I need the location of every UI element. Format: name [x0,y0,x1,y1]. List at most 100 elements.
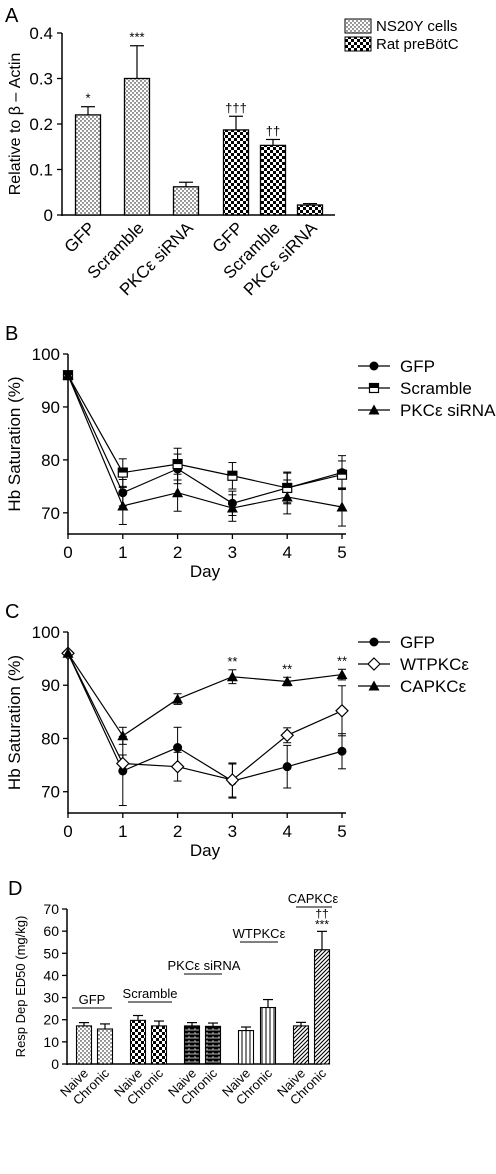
y-tick-label: 80 [41,729,60,748]
y-tick-label: 50 [43,945,59,961]
y-tick-label: 70 [41,504,60,523]
series-line [67,374,343,489]
data-point [282,762,292,772]
legend-marker [369,637,379,647]
y-tick-label: 70 [41,783,60,802]
bar [313,949,331,1065]
bar [75,1025,93,1065]
legend-swatch [344,36,372,52]
data-point [281,491,293,502]
data-point [172,693,184,704]
bar [150,1025,168,1065]
bar [74,114,102,216]
x-tick-label: 2 [173,822,182,841]
data-point [173,743,183,753]
x-tick-label: 4 [282,543,291,562]
y-axis-title: Hb Saturation (%) [5,376,24,511]
data-point [115,756,130,771]
x-tick-label: 5 [337,822,346,841]
legend-label: Rat preBötC [376,36,459,53]
data-point [226,502,238,513]
y-tick-label: 0.2 [29,115,53,134]
series-line [67,652,343,737]
data-point [117,500,129,511]
y-axis-title: Relative to β – Actin [7,53,24,196]
y-axis-title: Hb Saturation (%) [5,655,24,790]
panel-letter-c: C [5,601,19,623]
legend-label: GFP [400,357,435,376]
data-point-fill [118,468,128,473]
legend-label: PKCε siRNA [400,401,496,420]
data-point [336,501,348,512]
bar [222,129,250,216]
data-point [118,766,128,776]
legend-marker [368,680,380,691]
group-label: CAPKCε [288,891,339,906]
data-point-fill [282,483,292,488]
bar [237,1030,255,1065]
x-tick-label: 0 [63,822,72,841]
bar [292,1025,310,1065]
x-tick-label: 1 [118,822,127,841]
legend-label: WTPKCε [400,655,469,674]
bar [259,1006,277,1065]
bar [129,1019,147,1065]
legend-label: GFP [400,633,435,652]
data-point [170,759,185,774]
y-tick-label: 90 [41,676,60,695]
significance-label: *** [129,30,144,45]
significance-label: †† [266,123,280,138]
data-point [62,647,74,658]
group-label: PKCε siRNA [168,958,241,973]
y-axis-title: Resp Dep ED50 (mg/kg) [13,916,28,1058]
panel-c-line-chart: 70 80 90 100 0 1 2 3 4 5 Day Hb Saturation (%) GFP WT… [5,623,469,860]
group-label: GFP [79,992,106,1007]
data-point [336,669,348,680]
data-point [117,730,129,741]
significance-label: ** [282,661,292,676]
data-point [225,773,240,787]
y-tick-label: 100 [32,623,60,642]
data-point [62,369,74,380]
y-tick-label: 0 [44,206,53,225]
bar [172,186,200,216]
data-point [281,676,293,687]
bar [183,1025,201,1065]
significance-label: * [85,91,90,106]
panel-letter-a: A [5,5,19,27]
data-point [172,487,184,498]
x-tick-label: 3 [228,822,237,841]
significance-label: ** [337,653,347,668]
x-axis-title: Day [190,841,221,860]
panel-a-bar-chart: 0 0.1 0.2 0.3 0.4 Relative to β – Actin * GFP **… [7,18,459,299]
x-tick-label: 4 [282,822,291,841]
x-tick-label: 3 [228,543,237,562]
legend-marker [369,361,379,371]
data-point [335,703,349,718]
x-tick-label: 0 [63,543,72,562]
y-tick-label: 0.1 [29,161,53,180]
group-label: Scramble [123,986,178,1001]
y-tick-label: 20 [43,1012,59,1028]
group-label: WTPKCε [233,926,286,941]
x-tick-label: GFP [61,218,99,256]
series-line [67,653,343,782]
legend-label: CAPKCε [400,677,467,696]
panel-b-line-chart: 70 80 90 100 0 1 2 3 4 5 Day Hb Saturation (%) GFP Sc… [5,345,496,581]
y-tick-label: 10 [43,1034,59,1050]
data-point-fill [173,459,183,465]
x-tick-label: 2 [173,543,182,562]
data-point [226,671,238,682]
legend-label: NS20Y cells [376,18,457,35]
significance-label: ** [227,654,237,669]
bar [259,144,287,216]
bar [204,1025,222,1065]
y-tick-label: 80 [41,451,60,470]
dagger-label: †† [315,906,328,920]
bar [96,1028,114,1065]
x-tick-label: 1 [118,543,127,562]
y-tick-label: 90 [41,398,60,417]
significance-label: ††† [225,100,247,115]
series-line [67,653,343,781]
